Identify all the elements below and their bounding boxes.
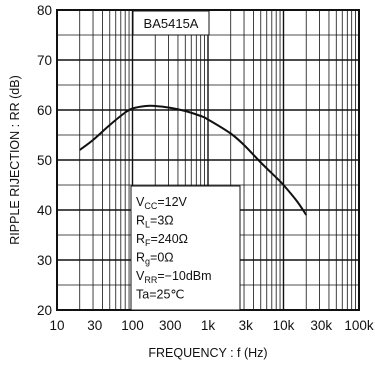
condition-line: Rg=0Ω: [136, 251, 174, 267]
y-tick-label: 80: [37, 3, 52, 18]
chart-title: BA5415A: [144, 16, 199, 31]
conditions-box: VCC=12V RL=3Ω RF=240Ω Rg=0Ω VRR=−10dBm Ta=25℃: [130, 185, 241, 311]
y-tick-labels: 20 30 40 50 60 70 80: [37, 3, 52, 318]
condition-line: Ta=25℃: [136, 288, 184, 302]
x-tick-label: 100: [121, 318, 144, 333]
y-tick-label: 60: [37, 103, 52, 118]
x-tick-labels: 10 30 100 300 1k 3k 10k 30k 100k: [49, 318, 373, 333]
x-tick-label: 10k: [273, 318, 295, 333]
x-tick-label: 100k: [344, 318, 374, 333]
condition-line: RL=3Ω: [136, 214, 174, 230]
x-axis-label: FREQUENCY : f (Hz): [148, 346, 267, 360]
y-tick-label: 70: [37, 53, 52, 68]
y-tick-label: 40: [37, 203, 52, 218]
series-layer: [79, 104, 308, 216]
x-tick-label: 300: [159, 318, 182, 333]
x-tick-label: 30k: [310, 318, 332, 333]
condition-line: VCC=12V: [136, 195, 188, 211]
series-line-1: [79, 104, 308, 216]
x-tick-label: 10: [49, 318, 64, 333]
condition-line: RF=240Ω: [136, 232, 188, 248]
y-axis-label: RIPPLE RIJECTION : RR (dB): [8, 75, 22, 244]
title-box: BA5415A: [132, 10, 210, 36]
y-tick-label: 20: [37, 303, 52, 318]
x-tick-label: 3k: [239, 318, 254, 333]
x-tick-label: 1k: [201, 318, 216, 333]
condition-line: VRR=−10dBm: [136, 269, 212, 285]
y-tick-label: 30: [37, 253, 52, 268]
conditions-box-frame: [130, 185, 241, 311]
y-tick-label: 50: [37, 153, 52, 168]
x-tick-label: 30: [87, 318, 102, 333]
